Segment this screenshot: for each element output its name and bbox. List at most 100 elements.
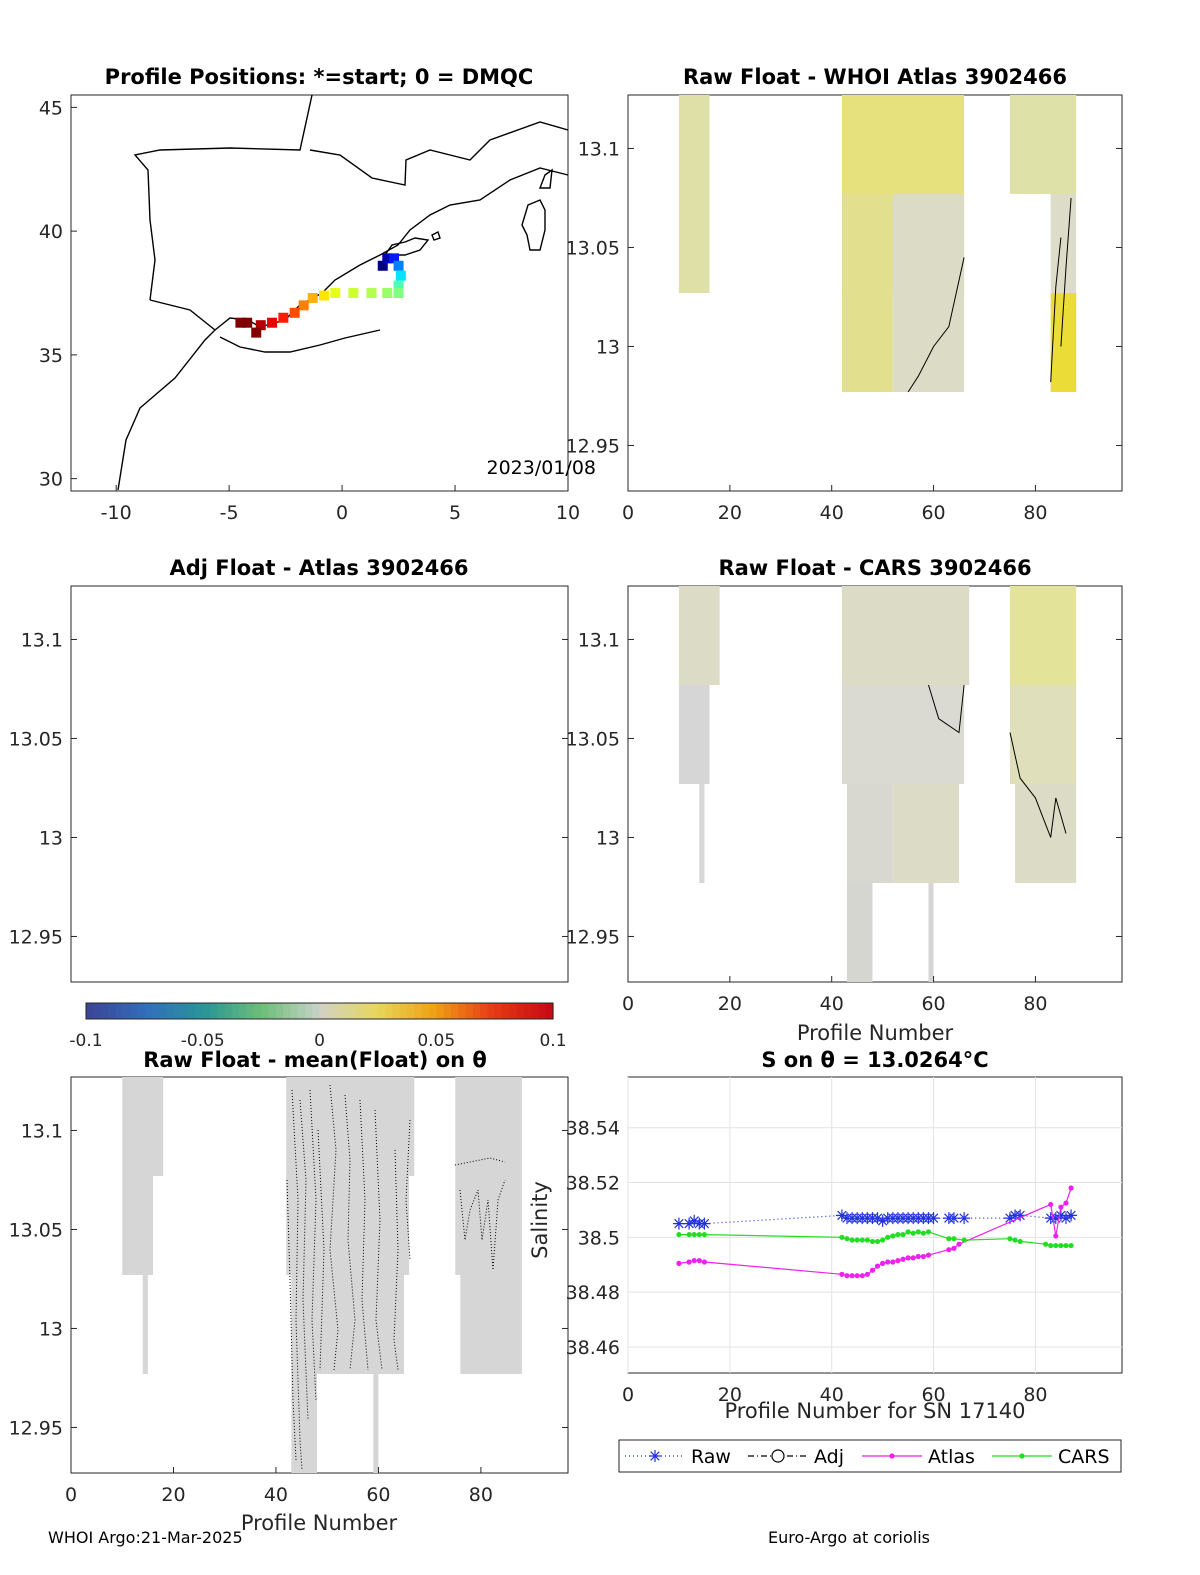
- cars-patch: [846, 784, 893, 883]
- whoi-contour-line: [1060, 197, 1072, 347]
- colorbar-segment: [115, 1003, 124, 1019]
- salinity-point-atlas: [900, 1256, 906, 1262]
- whoi-ytick-label: 13.05: [566, 237, 620, 259]
- colorbar-tick-label: -0.1: [69, 1031, 102, 1051]
- anom-patch: [291, 1374, 317, 1473]
- salinity-point-atlas: [885, 1259, 891, 1265]
- salinity-point-raw: [1049, 1212, 1062, 1225]
- colorbar-tick-label: 0.05: [417, 1031, 455, 1051]
- salinity-point-atlas: [1048, 1201, 1054, 1208]
- float-track: [235, 253, 406, 338]
- footer-left: WHOI Argo:21-Mar-2025: [48, 1528, 243, 1547]
- salinity-point-raw: [927, 1212, 940, 1225]
- cars-xtick-label: 0: [622, 993, 634, 1015]
- whoi-xtick-label: 20: [718, 502, 742, 524]
- colorbar-segment: [531, 1003, 540, 1019]
- salinity-point-atlas: [956, 1241, 962, 1247]
- salinity-point-cars: [864, 1237, 870, 1243]
- salinity-ytick-label: 38.52: [566, 1173, 620, 1195]
- anom-patch: [122, 1077, 164, 1176]
- colorbar-tick-label: 0: [314, 1031, 325, 1051]
- cars-patch: [846, 883, 873, 982]
- salinity-point-cars: [1007, 1236, 1013, 1242]
- whoi-xtick-label: 60: [921, 502, 945, 524]
- anom-ticks: 13.1 13.05 13 12.95 0 20 40 60 80: [9, 1120, 568, 1506]
- anom-xtick-label: 0: [65, 1484, 77, 1506]
- salinity-point-cars: [946, 1236, 952, 1242]
- salinity-xtick-label: 40: [820, 1384, 844, 1406]
- salinity-point-atlas: [1063, 1200, 1069, 1206]
- salinity-point-atlas: [696, 1258, 702, 1264]
- cars-ytick-label: 13.05: [566, 728, 620, 750]
- cars-patch: [928, 883, 934, 982]
- salinity-point-atlas: [864, 1271, 870, 1277]
- colorbar-segment: [501, 1003, 510, 1019]
- colorbar-segment: [407, 1003, 415, 1019]
- cars-patches: [678, 586, 1077, 982]
- whoi-title: Raw Float - WHOI Atlas 3902466: [683, 65, 1067, 89]
- map-ticks: -10 -5 0 5 10 30 35 40 45: [39, 97, 580, 524]
- salinity-point-atlas: [910, 1255, 916, 1261]
- salinity-point-cars: [920, 1230, 926, 1236]
- whoi-ytick-label: 13: [596, 336, 620, 358]
- track-point: [242, 317, 253, 328]
- anom-xtick-label: 80: [469, 1484, 493, 1506]
- anom-patch: [291, 1275, 405, 1374]
- cars-patch: [841, 586, 970, 685]
- colorbar-segment: [137, 1003, 145, 1019]
- salinity-xtick-label: 20: [718, 1384, 742, 1406]
- whoi-ticks: 13.1 13.05 13 12.95 0 20 40 60 80: [566, 138, 1122, 524]
- colorbar-outline: [85, 1002, 554, 1020]
- colorbar-segment: [392, 1003, 401, 1019]
- anom-patches: [122, 1077, 522, 1473]
- map-ytick-label: 40: [39, 221, 63, 243]
- colorbar-segment: [231, 1003, 240, 1019]
- colorbar-segment: [523, 1003, 532, 1019]
- whoi-patch: [892, 194, 965, 392]
- cars-title: Raw Float - CARS 3902466: [718, 556, 1031, 580]
- salinity-point-atlas: [859, 1273, 865, 1279]
- colorbar-segment: [100, 1003, 109, 1019]
- colorbar-segment: [348, 1003, 357, 1019]
- whoi-patch: [841, 194, 893, 392]
- colorbar-segment: [509, 1003, 518, 1019]
- cars-panel: 13.1 13.05 13 12.95 0 20 40 60 80 Raw Float - CA…: [566, 556, 1123, 1045]
- salinity-point-atlas: [686, 1259, 692, 1265]
- track-point: [330, 288, 341, 298]
- salinity-point-cars: [910, 1230, 916, 1236]
- salinity-point-cars: [925, 1229, 932, 1235]
- colorbar-segment: [188, 1003, 197, 1019]
- whoi-xtick-label: 0: [622, 502, 634, 524]
- legend-label: Atlas: [928, 1446, 975, 1468]
- map-ytick-label: 30: [39, 469, 63, 491]
- salinity-point-cars: [1017, 1238, 1023, 1245]
- anom-ytick-label: 13.1: [21, 1120, 63, 1142]
- salinity-point-cars: [1058, 1242, 1064, 1249]
- adj-ticks: 13.1 13.05 13 12.95: [9, 629, 568, 948]
- salinity-point-cars: [885, 1234, 891, 1240]
- salinity-point-atlas: [869, 1267, 876, 1273]
- salinity-point-raw: [835, 1209, 848, 1222]
- anom-xtick-label: 20: [161, 1484, 185, 1506]
- salinity-point-atlas: [839, 1271, 845, 1277]
- map-title: Profile Positions: *=start; 0 = DMQC: [105, 65, 534, 89]
- salinity-point-raw: [1014, 1209, 1027, 1222]
- salinity-point-raw: [1059, 1212, 1072, 1225]
- whoi-ytick-label: 13.1: [578, 138, 620, 160]
- colorbar-segment: [275, 1003, 284, 1019]
- anom-patch: [122, 1176, 153, 1275]
- legend-marker: [1019, 1453, 1025, 1459]
- cars-patch: [1009, 685, 1077, 784]
- track-point: [393, 260, 404, 271]
- cars-ytick-label: 12.95: [566, 926, 620, 948]
- salinity-xtick-label: 0: [622, 1384, 634, 1406]
- colorbar-segment: [93, 1003, 102, 1019]
- footer-right: Euro-Argo at coriolis: [768, 1528, 930, 1547]
- colorbar-segment: [144, 1003, 153, 1019]
- salinity-point-cars: [951, 1236, 957, 1242]
- salinity-point-atlas: [701, 1259, 707, 1265]
- colorbar-segment: [355, 1003, 364, 1019]
- whoi-patch: [1009, 95, 1077, 194]
- cars-contour-line: [928, 684, 965, 734]
